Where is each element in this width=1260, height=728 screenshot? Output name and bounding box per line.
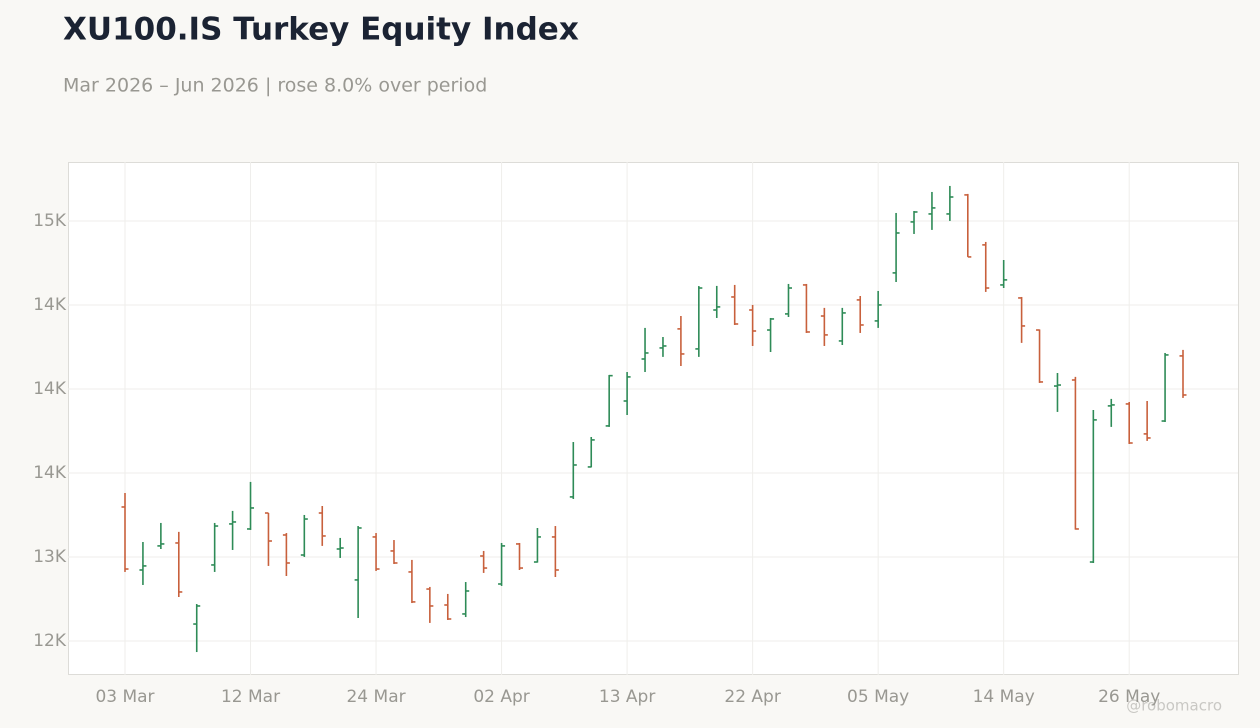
x-tick-label: 14 May (973, 687, 1035, 707)
x-tick-label: 03 Mar (95, 687, 154, 707)
x-tick-label: 26 May (1098, 687, 1160, 707)
y-tick-label: 14K (33, 379, 67, 399)
y-tick-label: 13K (33, 547, 67, 567)
y-tick-label: 14K (33, 295, 67, 315)
chart-title: XU100.IS Turkey Equity Index (63, 12, 579, 48)
x-tick-label: 24 Mar (346, 687, 405, 707)
y-tick-label: 15K (33, 211, 67, 231)
plot-area (68, 162, 1239, 675)
x-tick-label: 22 Apr (724, 687, 780, 707)
y-tick-label: 12K (33, 631, 67, 651)
x-tick-label: 13 Apr (599, 687, 655, 707)
x-tick-label: 02 Apr (473, 687, 529, 707)
chart-subtitle: Mar 2026 – Jun 2026 | rose 8.0% over per… (63, 75, 487, 97)
source: @robomacro (1126, 697, 1222, 715)
x-tick-label: 12 Mar (221, 687, 280, 707)
y-tick-label: 14K (33, 463, 67, 483)
x-tick-label: 05 May (847, 687, 909, 707)
